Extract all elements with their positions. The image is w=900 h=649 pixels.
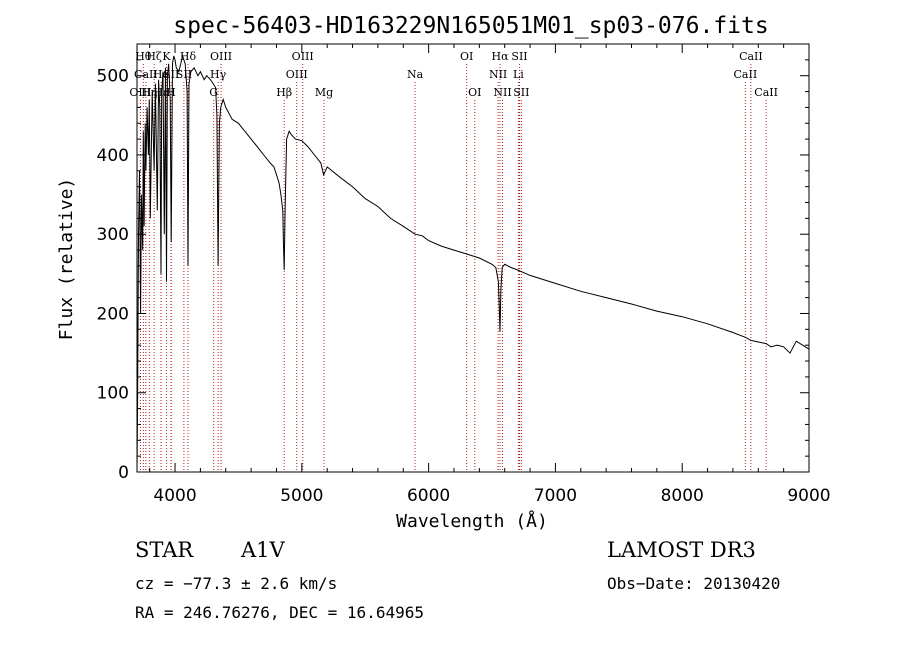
line-labels: OIIIHθCaIIHηHζHeHεKSIIHHδSIIOIIIHγGOIIIO…	[129, 50, 778, 99]
line-label: CaII	[754, 86, 778, 99]
line-label: Li	[513, 68, 524, 81]
line-label: OI	[460, 50, 473, 63]
line-label: CaII	[739, 50, 763, 63]
line-label: CaII	[134, 68, 158, 81]
coordinates: RA = 246.76276, DEC = 16.64965	[135, 603, 424, 622]
observation-date: Obs−Date: 20130420	[607, 574, 781, 593]
y-tick-label: 0	[118, 463, 129, 483]
line-label: K	[162, 50, 171, 63]
y-tick-label: 500	[97, 67, 129, 87]
y-tick-label: 200	[97, 304, 129, 324]
line-label: SII	[511, 50, 527, 63]
line-label: G	[209, 86, 218, 99]
line-label: SII	[176, 68, 192, 81]
line-markers	[139, 64, 767, 472]
x-axis-label: Wavelength (Å)	[396, 510, 548, 532]
spectral-subclass: A1V	[241, 538, 285, 562]
plot-frame	[136, 43, 810, 473]
line-label: CaII	[734, 68, 758, 81]
y-tick-label: 300	[97, 225, 129, 245]
x-tick-label: 8000	[661, 486, 704, 506]
survey-name: LAMOST DR3	[607, 538, 756, 562]
x-tick-label: 9000	[787, 486, 830, 506]
spectrum-line	[136, 54, 810, 473]
x-tick-label: 6000	[407, 486, 450, 506]
line-label: OIII	[210, 50, 232, 63]
chart-title: spec-56403-HD163229N165051M01_sp03-076.f…	[173, 13, 768, 39]
y-axis-ticks: 0 100 200 300 400 500	[97, 59, 809, 483]
redshift-cz: cz = −77.3 ± 2.6 km/s	[135, 574, 338, 593]
line-label: NII	[489, 68, 507, 81]
line-label: OI	[468, 86, 481, 99]
x-axis-ticks: 4000 5000 6000 7000 8000 9000	[149, 44, 831, 506]
line-label: Hβ	[276, 86, 292, 99]
line-label: Hζ	[146, 50, 162, 63]
line-label: Hα	[491, 50, 509, 63]
y-tick-label: 400	[97, 146, 129, 166]
line-label: OIII	[292, 50, 314, 63]
line-label: OIII	[286, 68, 308, 81]
line-label: Na	[407, 68, 424, 81]
x-tick-label: 5000	[280, 486, 323, 506]
x-tick-label: 7000	[534, 486, 577, 506]
line-label: NII	[493, 86, 511, 99]
object-type: STAR	[135, 538, 194, 562]
line-label: SII	[513, 86, 529, 99]
y-tick-label: 100	[97, 384, 129, 404]
line-label: H	[166, 86, 176, 99]
line-label: OIII	[129, 86, 151, 99]
y-axis-label: Flux (relative)	[56, 178, 77, 341]
x-tick-label: 4000	[153, 486, 196, 506]
line-label: Hη	[141, 86, 157, 99]
line-label: Hγ	[210, 68, 227, 81]
line-label: Mg	[315, 86, 333, 99]
